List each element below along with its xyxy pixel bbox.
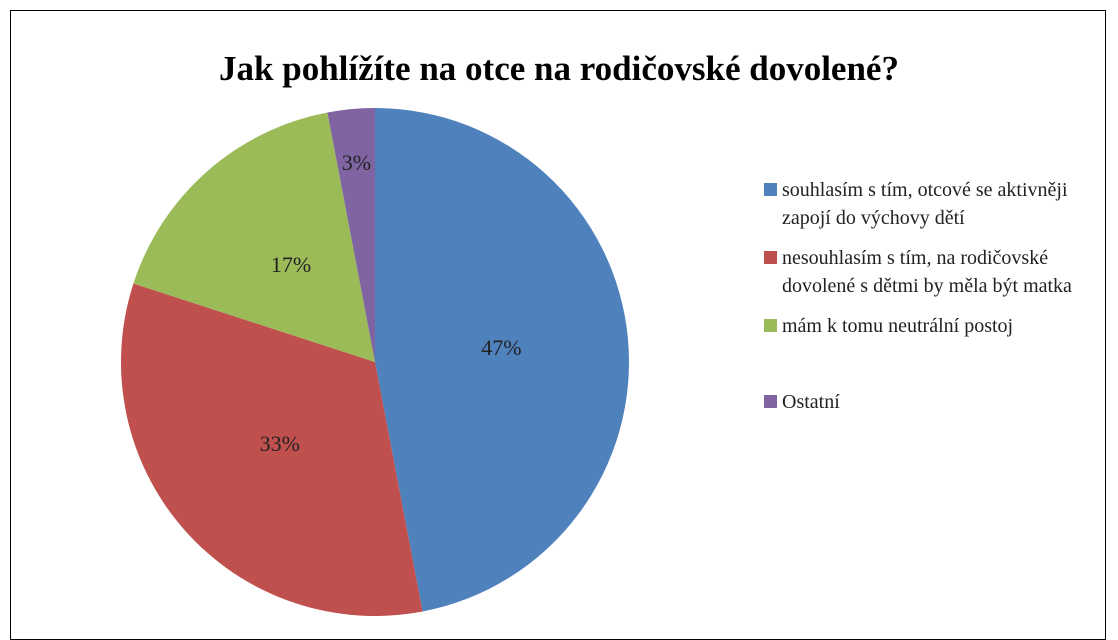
legend-item: nesouhlasím s tím, na rodičovské dovolen… bbox=[764, 244, 1109, 300]
legend-swatch bbox=[764, 395, 777, 408]
chart-title: Jak pohlížíte na otce na rodičovské dovo… bbox=[219, 49, 899, 88]
chart: Jak pohlížíte na otce na rodičovské dovo… bbox=[120, 49, 899, 617]
legend-label: Ostatní bbox=[782, 391, 840, 413]
data-label: 47% bbox=[481, 335, 521, 360]
pie-slice bbox=[120, 283, 423, 617]
legend-swatch bbox=[764, 251, 777, 264]
pie-slice bbox=[133, 112, 375, 362]
data-label: 17% bbox=[271, 252, 311, 277]
legend-label: mám k tomu neutrální postoj bbox=[782, 315, 1014, 337]
pie-slice bbox=[327, 108, 375, 362]
legend: souhlasím s tím, otcové se aktivněji zap… bbox=[764, 176, 1109, 416]
data-label: 3% bbox=[342, 150, 371, 175]
legend-item: souhlasím s tím, otcové se aktivněji zap… bbox=[764, 176, 1109, 232]
legend-label: souhlasím s tím, otcové se aktivněji zap… bbox=[782, 179, 1068, 229]
legend-item: Ostatní bbox=[764, 388, 1109, 416]
pie-slice bbox=[375, 108, 629, 612]
legend-label: nesouhlasím s tím, na rodičovské dovolen… bbox=[782, 247, 1072, 297]
legend-swatch bbox=[764, 183, 777, 196]
legend-item: mám k tomu neutrální postoj bbox=[764, 312, 1109, 340]
legend-swatch bbox=[764, 319, 777, 332]
data-label: 33% bbox=[260, 431, 300, 456]
